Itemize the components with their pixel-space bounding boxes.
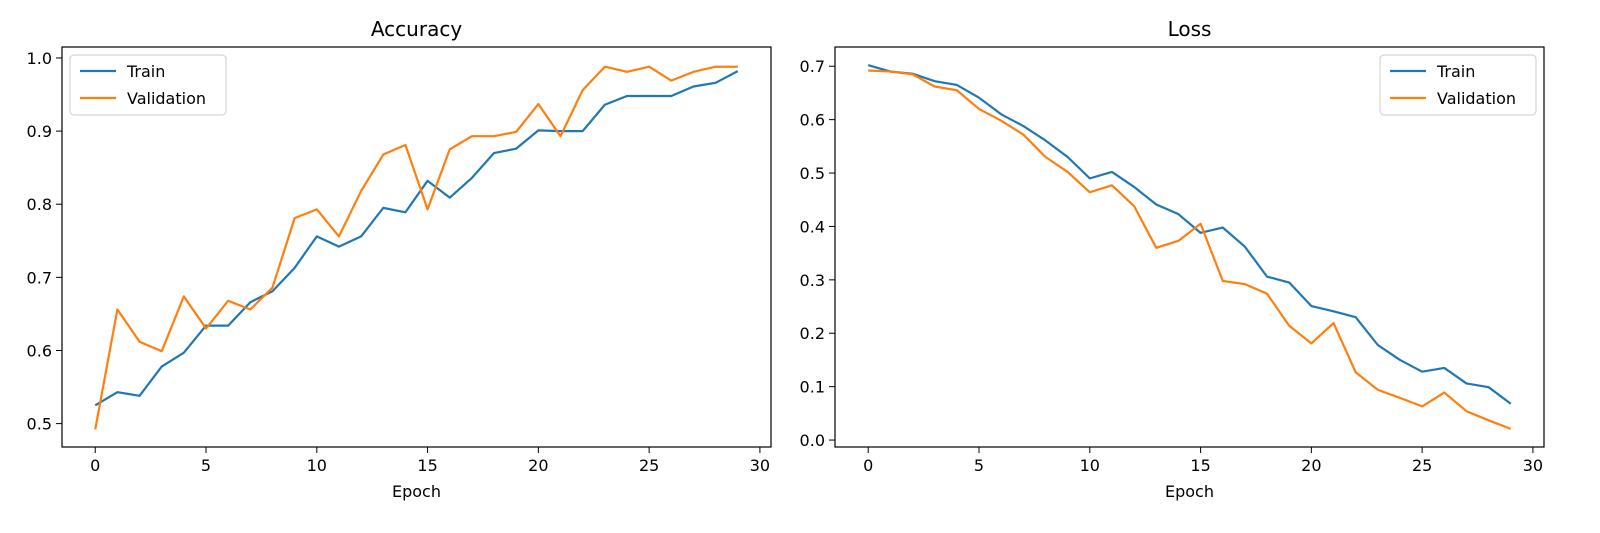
series-line-validation [94,65,738,430]
y-tick-label: 1.0 [27,49,52,68]
series-line-validation [868,69,1512,430]
legend: Train Validation [69,54,227,116]
legend-label: Train [126,62,165,81]
chart-title: Accuracy [371,17,462,41]
x-axis-label: Epoch [392,482,441,501]
x-tick-label: 0 [90,456,100,475]
x-tick-label: 0 [863,456,873,475]
x-tick-label: 25 [639,456,659,475]
loss-chart: Loss 0 5 10 15 20 25 30 0.0 0.1 0.2 0.3 0.4 0.5 0.6 0.7… [800,17,1545,501]
legend: Train Validation [1379,54,1537,116]
x-axis-label: Epoch [1165,482,1214,501]
legend-label: Validation [1437,89,1516,108]
y-tick-label: 0.9 [27,122,52,141]
y-tick-label: 0.1 [800,378,825,397]
y-tick-label: 0.3 [800,271,825,290]
series-line-train [94,70,739,407]
y-tick-label: 0.7 [800,57,825,76]
x-tick-label: 30 [1523,456,1543,475]
y-tick-label: 0.0 [800,431,825,450]
y-tick-label: 0.6 [27,341,52,360]
y-tick-label: 0.6 [800,111,825,130]
y-tick-label: 0.7 [27,268,52,287]
series-line-train [867,64,1512,405]
x-tick-label: 25 [1412,456,1432,475]
accuracy-chart: Accuracy 0 5 10 15 20 25 30 0.5 0.6 0.7 0.8 0.9 1.0 Ep… [27,17,772,501]
y-tick-label: 0.8 [27,195,52,214]
y-tick-label: 0.5 [27,415,52,434]
y-tick-label: 0.4 [800,217,825,236]
y-tick-label: 0.5 [800,164,825,183]
x-tick-label: 15 [417,456,437,475]
x-tick-label: 30 [750,456,770,475]
x-tick-label: 15 [1190,456,1210,475]
chart-title: Loss [1168,17,1212,41]
y-tick-label: 0.2 [800,324,825,343]
x-tick-label: 5 [974,456,984,475]
legend-label: Train [1436,62,1475,81]
x-tick-label: 20 [1301,456,1321,475]
plot-frame [61,46,772,448]
x-tick-label: 20 [528,456,548,475]
legend-label: Validation [127,89,206,108]
x-tick-label: 10 [1080,456,1100,475]
x-tick-label: 5 [201,456,211,475]
plot-frame [834,46,1545,448]
x-tick-label: 10 [307,456,327,475]
